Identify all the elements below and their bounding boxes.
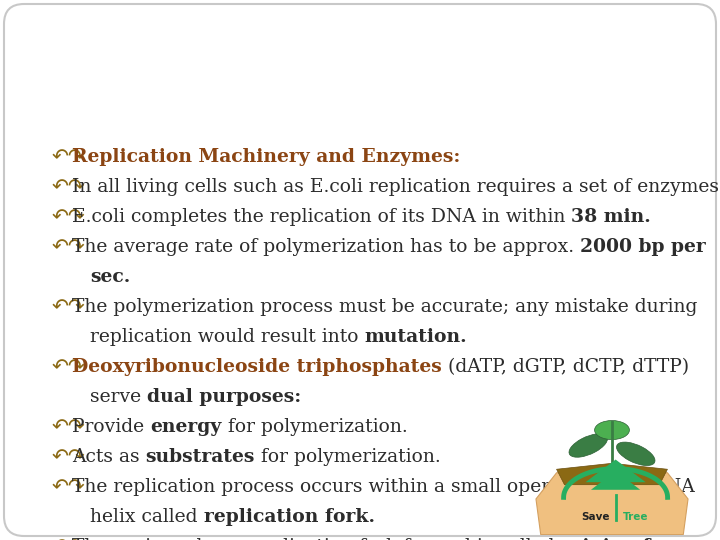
Text: for polymerization.: for polymerization. <box>255 448 441 466</box>
Text: ↶↷: ↶↷ <box>52 448 86 467</box>
Ellipse shape <box>569 434 608 457</box>
Text: serve: serve <box>90 388 147 406</box>
Text: The region where, replication fork formed is called: The region where, replication fork forme… <box>72 538 560 540</box>
Text: Deoxyribonucleoside triphosphates: Deoxyribonucleoside triphosphates <box>72 358 442 376</box>
Text: The replication process occurs within a small opening of the DNA: The replication process occurs within a … <box>72 478 695 496</box>
Text: ↶↷: ↶↷ <box>52 478 86 497</box>
Text: ↶↷: ↶↷ <box>52 538 86 540</box>
Text: ↶↷: ↶↷ <box>52 208 86 227</box>
Text: ↶↷: ↶↷ <box>52 358 86 377</box>
Polygon shape <box>557 463 667 485</box>
Polygon shape <box>591 471 640 490</box>
Text: In all living cells such as E.coli replication requires a set of enzymes.: In all living cells such as E.coli repli… <box>72 178 720 196</box>
Text: ↶↷: ↶↷ <box>52 298 86 317</box>
Text: helix called: helix called <box>90 508 204 526</box>
Text: origin of: origin of <box>560 538 651 540</box>
Text: 2000 bp per: 2000 bp per <box>580 238 706 256</box>
Text: energy: energy <box>150 418 222 436</box>
Text: E.coli completes the replication of its DNA in within: E.coli completes the replication of its … <box>72 208 572 226</box>
Text: Provide: Provide <box>72 418 150 436</box>
Text: substrates: substrates <box>145 448 255 466</box>
Text: Acts as: Acts as <box>72 448 145 466</box>
Text: ↶↷: ↶↷ <box>52 148 86 167</box>
Text: ↶↷: ↶↷ <box>52 418 86 437</box>
Text: ↶↷: ↶↷ <box>52 178 86 197</box>
Text: replication fork.: replication fork. <box>204 508 374 526</box>
Text: ↶↷: ↶↷ <box>52 238 86 257</box>
Polygon shape <box>536 465 688 535</box>
Text: 38 min.: 38 min. <box>572 208 651 226</box>
Ellipse shape <box>595 421 629 440</box>
Text: Save: Save <box>581 512 609 522</box>
Text: The polymerization process must be accurate; any mistake during: The polymerization process must be accur… <box>72 298 698 316</box>
Text: dual purposes:: dual purposes: <box>147 388 302 406</box>
Text: mutation.: mutation. <box>364 328 467 346</box>
Text: Tree: Tree <box>624 512 649 522</box>
Text: Replication Machinery and Enzymes:: Replication Machinery and Enzymes: <box>72 148 460 166</box>
Text: sec.: sec. <box>90 268 130 286</box>
Ellipse shape <box>616 442 655 465</box>
Text: for polymerization.: for polymerization. <box>222 418 408 436</box>
Text: (dATP, dGTP, dCTP, dTTP): (dATP, dGTP, dCTP, dTTP) <box>442 358 689 376</box>
Polygon shape <box>585 460 646 482</box>
Text: replication would result into: replication would result into <box>90 328 364 346</box>
Text: The average rate of polymerization has to be approx.: The average rate of polymerization has t… <box>72 238 580 256</box>
FancyBboxPatch shape <box>4 4 716 536</box>
